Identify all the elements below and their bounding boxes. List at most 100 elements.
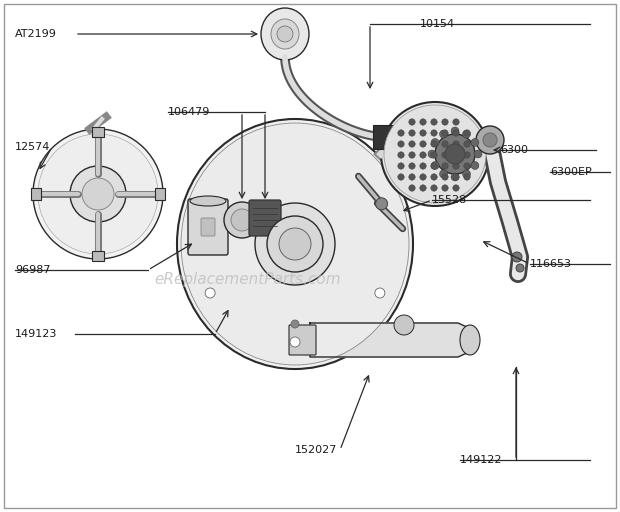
Circle shape [70, 166, 126, 222]
Circle shape [516, 264, 524, 272]
Circle shape [453, 130, 459, 136]
Circle shape [453, 185, 459, 191]
Ellipse shape [271, 19, 299, 49]
Circle shape [409, 174, 415, 180]
Circle shape [409, 119, 415, 125]
Circle shape [409, 163, 415, 169]
Circle shape [428, 150, 436, 158]
Circle shape [420, 174, 426, 180]
Circle shape [267, 216, 323, 272]
Circle shape [398, 174, 404, 180]
Text: 96987: 96987 [15, 265, 50, 275]
Text: eReplacementParts.com: eReplacementParts.com [154, 271, 342, 287]
Circle shape [471, 139, 479, 146]
Circle shape [442, 141, 448, 147]
Circle shape [420, 185, 426, 191]
Ellipse shape [460, 325, 480, 355]
Circle shape [290, 337, 300, 347]
FancyBboxPatch shape [92, 251, 104, 261]
Circle shape [409, 130, 415, 136]
Circle shape [420, 119, 426, 125]
Circle shape [464, 130, 470, 136]
Circle shape [440, 170, 448, 178]
Circle shape [224, 202, 260, 238]
FancyBboxPatch shape [249, 200, 281, 236]
Ellipse shape [190, 196, 226, 206]
Ellipse shape [181, 123, 409, 365]
Circle shape [375, 288, 385, 298]
Circle shape [442, 130, 448, 136]
Ellipse shape [261, 8, 309, 60]
Text: 116653: 116653 [530, 259, 572, 269]
Text: 6300: 6300 [500, 145, 528, 155]
FancyBboxPatch shape [31, 188, 41, 200]
Circle shape [291, 320, 299, 328]
Circle shape [431, 139, 439, 146]
Circle shape [431, 152, 437, 158]
Circle shape [431, 130, 437, 136]
Circle shape [398, 130, 404, 136]
Circle shape [474, 150, 482, 158]
Circle shape [471, 161, 479, 169]
Circle shape [442, 185, 448, 191]
Circle shape [464, 163, 470, 169]
Polygon shape [310, 323, 478, 357]
Circle shape [82, 178, 114, 210]
Circle shape [205, 288, 215, 298]
FancyBboxPatch shape [188, 199, 228, 255]
Circle shape [435, 134, 475, 174]
Circle shape [409, 185, 415, 191]
Circle shape [453, 141, 459, 147]
Circle shape [431, 141, 437, 147]
Circle shape [440, 130, 448, 138]
Circle shape [451, 173, 459, 181]
Circle shape [464, 152, 470, 158]
Ellipse shape [384, 105, 486, 203]
Circle shape [483, 133, 497, 147]
Circle shape [463, 130, 471, 138]
Circle shape [442, 174, 448, 180]
Circle shape [453, 163, 459, 169]
Circle shape [409, 152, 415, 158]
Circle shape [453, 152, 459, 158]
Circle shape [442, 163, 448, 169]
Ellipse shape [277, 26, 293, 42]
Circle shape [398, 141, 404, 147]
Circle shape [420, 130, 426, 136]
Circle shape [420, 141, 426, 147]
Circle shape [512, 252, 522, 262]
Text: 106479: 106479 [168, 107, 210, 117]
Circle shape [431, 185, 437, 191]
Circle shape [420, 152, 426, 158]
Text: 12574: 12574 [15, 142, 50, 152]
Circle shape [398, 163, 404, 169]
Text: 15528: 15528 [432, 195, 467, 205]
FancyBboxPatch shape [373, 125, 397, 149]
Circle shape [376, 198, 388, 210]
Circle shape [394, 315, 414, 335]
Circle shape [431, 161, 439, 169]
Circle shape [431, 174, 437, 180]
Circle shape [451, 127, 459, 135]
Circle shape [445, 144, 465, 164]
Circle shape [442, 119, 448, 125]
Circle shape [431, 163, 437, 169]
Ellipse shape [255, 203, 335, 285]
Text: 152027: 152027 [295, 445, 337, 455]
FancyBboxPatch shape [289, 325, 316, 355]
Text: AT2199: AT2199 [15, 29, 57, 39]
Circle shape [453, 174, 459, 180]
Circle shape [420, 163, 426, 169]
Circle shape [453, 119, 459, 125]
Circle shape [38, 134, 158, 254]
Circle shape [442, 152, 448, 158]
Text: 10154: 10154 [420, 19, 455, 29]
Circle shape [431, 119, 437, 125]
Text: 149123: 149123 [15, 329, 58, 339]
Circle shape [231, 209, 253, 231]
FancyBboxPatch shape [155, 188, 165, 200]
Circle shape [464, 141, 470, 147]
Circle shape [409, 141, 415, 147]
Circle shape [464, 174, 470, 180]
Circle shape [33, 129, 163, 259]
